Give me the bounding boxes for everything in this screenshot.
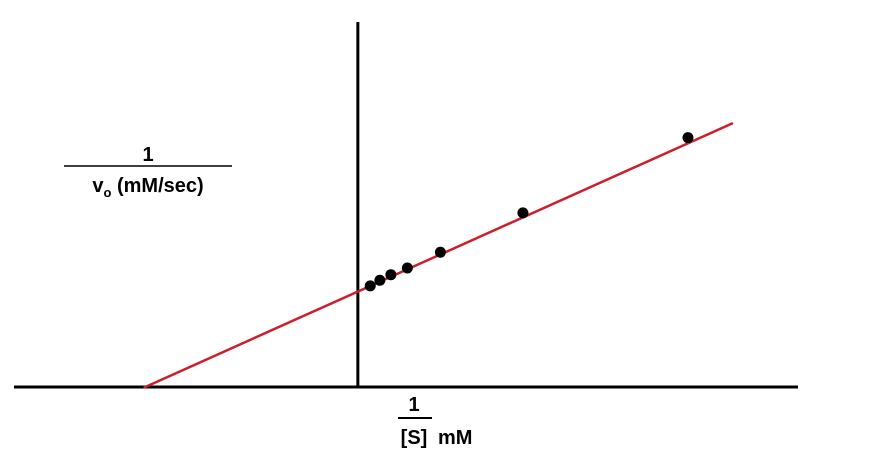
axes	[14, 22, 798, 389]
data-point	[682, 132, 694, 144]
y-label-denominator: vo (mM/sec)	[92, 175, 203, 200]
data-point	[364, 280, 376, 292]
data-point	[385, 269, 397, 281]
x-label-unit: mM	[438, 427, 472, 449]
x-label-numerator: 1	[408, 394, 419, 416]
data-point	[434, 246, 446, 258]
x-axis-label: 1 [S] mM	[398, 394, 472, 449]
data-point	[374, 274, 386, 286]
y-label-numerator: 1	[142, 144, 153, 166]
y-label-denominator-sub: o	[103, 185, 111, 200]
y-axis-label: 1 vo (mM/sec)	[64, 144, 232, 200]
data-points-group	[364, 132, 694, 292]
x-label-denominator: [S]	[401, 427, 428, 449]
y-label-denominator-rest: (mM/sec)	[111, 175, 203, 197]
data-point	[401, 262, 413, 274]
y-label-denominator-main: v	[92, 175, 104, 197]
data-point	[517, 207, 529, 219]
